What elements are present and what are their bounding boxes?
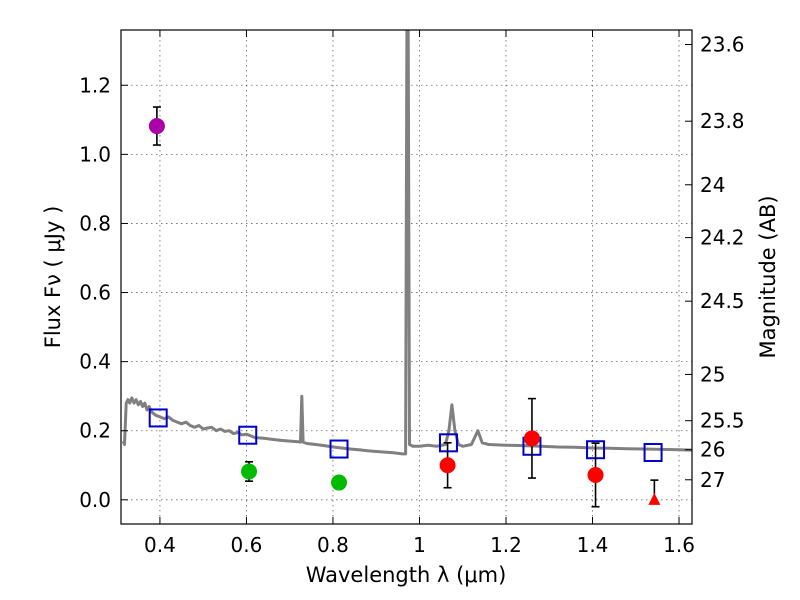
upper-limit-triangle xyxy=(648,492,661,505)
y-axis-label: Flux Fν ( μJy ) xyxy=(41,206,65,349)
observed-point xyxy=(523,430,540,447)
x-tick-label: 0.4 xyxy=(144,533,176,557)
x-axis-label: Wavelength λ (μm) xyxy=(306,563,507,587)
y2-tick-label: 23.6 xyxy=(700,33,745,57)
spectrum-line xyxy=(121,30,692,456)
model-photometry-square xyxy=(238,425,258,445)
observed-point xyxy=(587,466,604,483)
y2-tick-label: 24.5 xyxy=(700,289,745,313)
model-photometry-square xyxy=(148,408,168,428)
x-tick-label: 1.2 xyxy=(490,533,522,557)
y2-tick-label: 23.8 xyxy=(700,109,745,133)
x-tick-label: 0.6 xyxy=(231,533,263,557)
observed-point xyxy=(439,457,456,474)
y-tick-label: 0.8 xyxy=(79,211,111,235)
model-photometry-square xyxy=(438,433,458,453)
y2-tick-label: 27 xyxy=(700,468,725,492)
model-photometry-square xyxy=(643,442,663,462)
y2-tick-label: 24 xyxy=(700,173,725,197)
y2-axis-label: Magnitude (AB) xyxy=(756,195,780,358)
observed-point xyxy=(331,474,348,491)
x-tick-label: 1.6 xyxy=(663,533,695,557)
plot-frame xyxy=(120,29,693,525)
y2-tick-label: 26 xyxy=(700,438,725,462)
model-photometry-square xyxy=(329,439,349,459)
y-tick-label: 1.0 xyxy=(79,142,111,166)
y2-tick-label: 25 xyxy=(700,362,725,386)
y-tick-label: 0.6 xyxy=(79,281,111,305)
tick-marks xyxy=(121,30,692,524)
y-tick-label: 0.2 xyxy=(79,419,111,443)
y-tick-label: 0.4 xyxy=(79,350,111,374)
y-tick-label: 1.2 xyxy=(79,73,111,97)
series-layer xyxy=(121,30,692,508)
tick-labels: 0.4 0.6 0.8 1 1.2 1.4 1.6 0.0 0.2 0.4 0.6 0.8 1.0 1.2… xyxy=(79,33,744,557)
y2-tick-label: 25.5 xyxy=(700,409,745,433)
y-tick-label: 0.0 xyxy=(79,488,111,512)
x-tick-label: 1 xyxy=(413,533,426,557)
observed-point xyxy=(241,463,258,480)
y2-tick-label: 24.2 xyxy=(700,226,745,250)
observed-point xyxy=(148,118,165,135)
x-tick-label: 0.8 xyxy=(317,533,349,557)
x-tick-label: 1.4 xyxy=(577,533,609,557)
